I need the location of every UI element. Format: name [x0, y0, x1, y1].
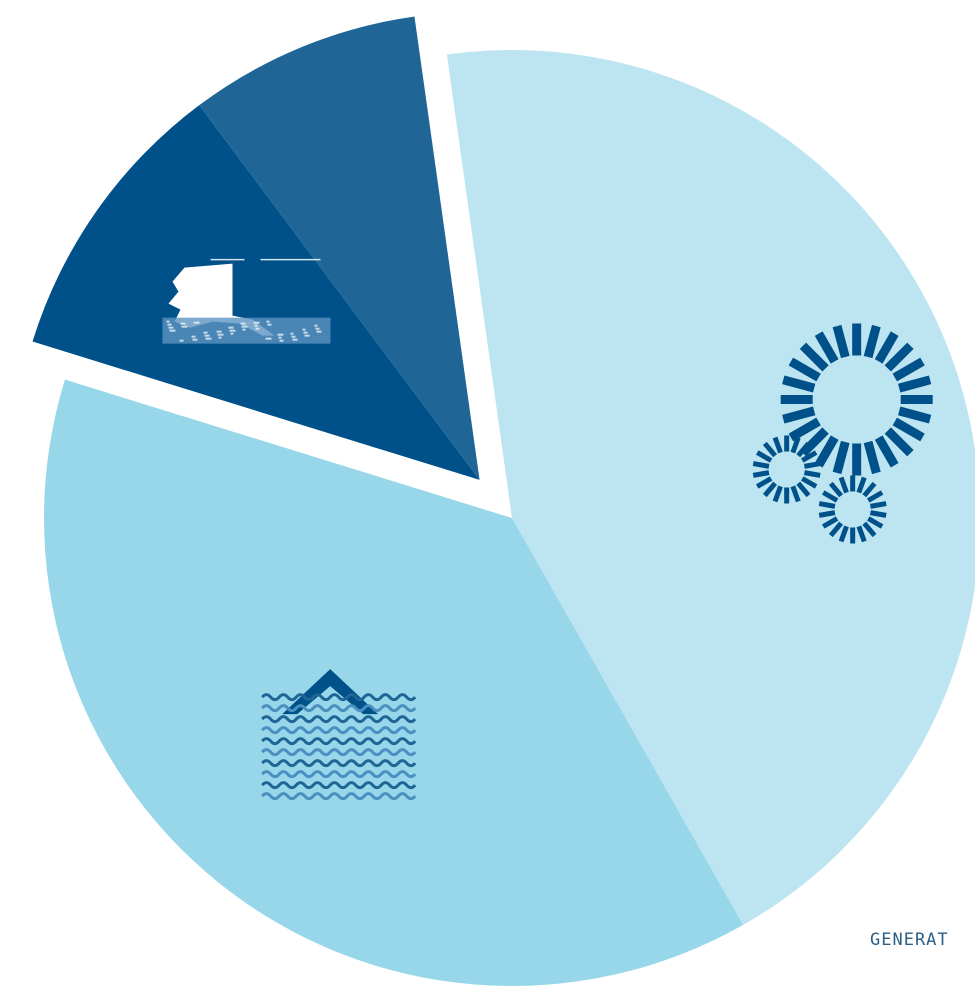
waves-icon: [261, 669, 417, 801]
pie-slice-1: [446, 50, 975, 925]
gears-icon: [752, 323, 933, 544]
pie-slice-4: [199, 16, 480, 480]
pie-slice-3: [32, 105, 480, 480]
pie-slice-2: [43, 379, 744, 987]
alaska-map-icon: [162, 258, 331, 344]
footer-label: GENERAT: [870, 930, 949, 950]
